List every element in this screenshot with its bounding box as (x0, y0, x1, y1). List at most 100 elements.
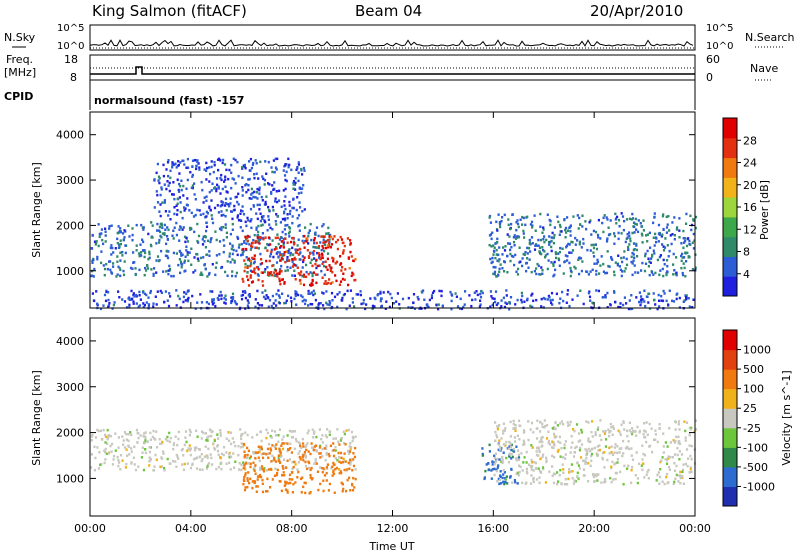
heatmap-cell (222, 213, 225, 217)
heatmap-cell (579, 289, 582, 292)
heatmap-cell (608, 233, 611, 236)
heatmap-cell (665, 472, 669, 476)
heatmap-cell (132, 251, 135, 254)
heatmap-cell (229, 232, 232, 236)
heatmap-cell (251, 436, 254, 439)
heatmap-cell (277, 434, 280, 437)
heatmap-cell (510, 452, 513, 456)
heatmap-cell (499, 474, 502, 477)
heatmap-cell (494, 421, 497, 424)
heatmap-cell (569, 225, 572, 229)
heatmap-cell (508, 301, 511, 304)
heatmap-cell (325, 246, 328, 250)
heatmap-cell (534, 243, 538, 246)
heatmap-cell (131, 227, 134, 230)
heatmap-cell (510, 254, 514, 258)
heatmap-cell (517, 449, 520, 452)
heatmap-cell (296, 244, 299, 247)
heatmap-cell (267, 215, 270, 218)
heatmap-cell (653, 298, 656, 302)
heatmap-cell (495, 253, 498, 256)
heatmap-cell (191, 462, 194, 466)
heatmap-cell (549, 223, 552, 227)
nave-tick-top: 60 (706, 53, 720, 66)
heatmap-cell (558, 250, 561, 254)
heatmap-cell (258, 192, 261, 195)
heatmap-cell (246, 479, 249, 482)
heatmap-cell (204, 267, 207, 271)
heatmap-cell (491, 260, 494, 264)
heatmap-cell (254, 246, 257, 249)
heatmap-cell (685, 296, 688, 299)
heatmap-cell (314, 273, 318, 276)
heatmap-cell (487, 462, 490, 465)
heatmap-cell (523, 253, 526, 256)
x-axis-label: Time UT (368, 540, 414, 553)
heatmap-cell (510, 443, 513, 447)
heatmap-cell (303, 298, 306, 302)
heatmap-cell (95, 242, 98, 245)
heatmap-cell (644, 254, 647, 258)
heatmap-cell (531, 242, 534, 245)
heatmap-cell (620, 232, 623, 235)
heatmap-cell (542, 248, 545, 252)
heatmap-cell (263, 178, 267, 182)
heatmap-cell (565, 301, 568, 304)
heatmap-cell (124, 466, 128, 469)
heatmap-cell (210, 456, 213, 460)
heatmap-cell (314, 246, 317, 249)
heatmap-cell (279, 221, 282, 224)
heatmap-cell (172, 442, 176, 445)
heatmap-cell (279, 282, 282, 286)
heatmap-cell (520, 452, 523, 455)
heatmap-cell (261, 291, 264, 294)
heatmap-cell (93, 299, 96, 303)
heatmap-cell (246, 235, 249, 238)
heatmap-cell (182, 454, 185, 457)
heatmap-cell (579, 223, 582, 226)
heatmap-cell (152, 302, 155, 305)
heatmap-cell (347, 449, 350, 453)
heatmap-cell (220, 266, 223, 270)
heatmap-cell (131, 297, 134, 301)
heatmap-cell (652, 236, 655, 239)
heatmap-cell (201, 188, 204, 192)
heatmap-cell (247, 449, 250, 453)
heatmap-cell (595, 262, 598, 265)
heatmap-cell (286, 256, 289, 259)
heatmap-cell (204, 235, 207, 239)
heatmap-cell (121, 254, 124, 257)
heatmap-cell (288, 458, 292, 461)
heatmap-cell (284, 441, 287, 445)
heatmap-cell (183, 443, 186, 447)
heatmap-cell (562, 456, 565, 459)
heatmap-cell (287, 251, 290, 255)
heatmap-cell (307, 242, 310, 245)
heatmap-cell (352, 458, 355, 461)
heatmap-cell (307, 450, 310, 453)
heatmap-cell (300, 294, 303, 297)
heatmap-cell (339, 451, 343, 455)
heatmap-cell (173, 206, 176, 209)
heatmap-cell (250, 193, 253, 196)
heatmap-cell (196, 239, 199, 243)
heatmap-cell (501, 458, 504, 461)
heatmap-cell (661, 299, 665, 303)
heatmap-cell (517, 235, 521, 239)
heatmap-cell (507, 218, 510, 221)
heatmap-cell (333, 491, 336, 494)
heatmap-cell (490, 469, 493, 472)
heatmap-cell (650, 427, 653, 430)
heatmap-cell (253, 466, 256, 470)
heatmap-cell (111, 246, 114, 250)
heatmap-cell (314, 262, 317, 266)
heatmap-cell (230, 210, 233, 213)
heatmap-cell (374, 297, 377, 301)
heatmap-cell (197, 241, 200, 244)
heatmap-cell (551, 231, 554, 235)
heatmap-cell (631, 307, 634, 310)
heatmap-cell (620, 274, 623, 278)
heatmap-cell (126, 454, 129, 457)
heatmap-cell (167, 159, 170, 162)
heatmap-cell (531, 464, 534, 468)
